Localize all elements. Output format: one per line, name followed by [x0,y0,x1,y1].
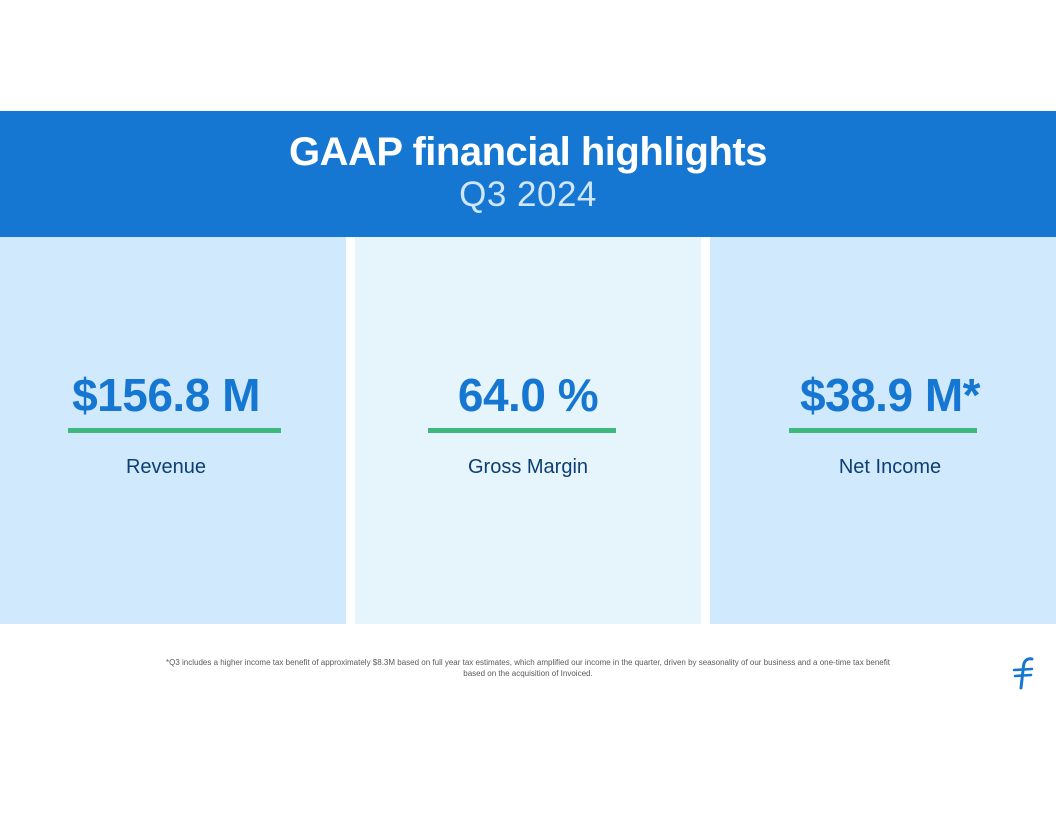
footnote-line-2: based on the acquisition of Invoiced. [463,669,593,678]
gross-margin-underline [428,428,616,433]
company-logo-icon [1012,657,1034,690]
page-title: GAAP financial highlights [289,130,767,174]
gross-margin-label: Gross Margin [467,456,589,478]
revenue-value: $156.8 M [72,369,260,421]
title-banner: GAAP financial highlights Q3 2024 [0,111,1056,237]
net-income-underline [789,428,977,433]
revenue-label: Revenue [125,456,207,478]
gross-margin-panel: 64.0 % Gross Margin [355,237,701,624]
net-income-value: $38.9 M* [799,369,981,421]
footnote-line-1: *Q3 includes a higher income tax benefit… [166,658,890,667]
net-income-panel: $38.9 M* Net Income [710,237,1056,624]
revenue-underline [68,428,281,433]
net-income-label: Net Income [838,456,942,478]
revenue-panel: $156.8 M Revenue [0,237,346,624]
gross-margin-value: 64.0 % [457,369,599,421]
footnote: *Q3 includes a higher income tax benefit… [100,657,956,679]
page-subtitle: Q3 2024 [459,175,597,214]
